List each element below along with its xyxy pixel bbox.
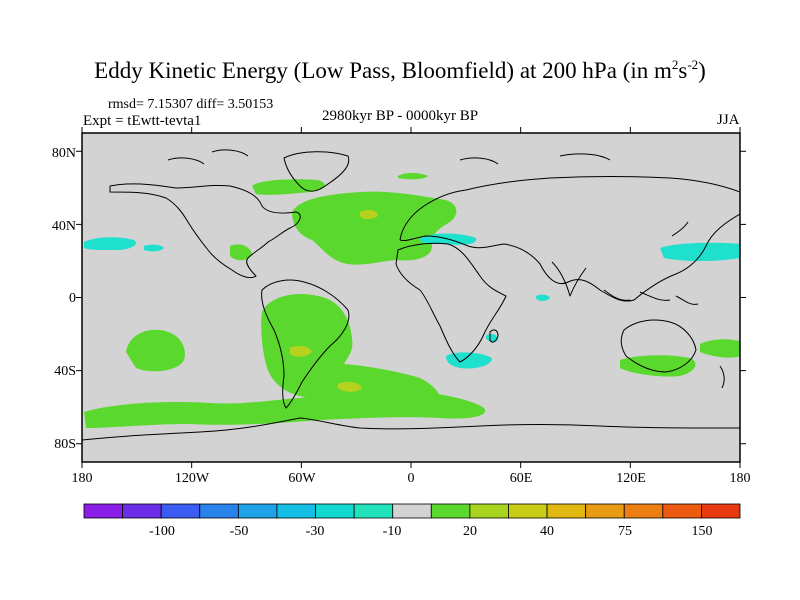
colorbar-box-2 <box>160 503 201 519</box>
anomaly-negative-south-africa <box>446 352 492 369</box>
rmsd-diff-stats: rmsd= 7.15307 diff= 3.50153 <box>108 97 274 112</box>
anomaly-region-tasman <box>700 339 740 358</box>
lat-label-80n: 80N <box>52 146 76 161</box>
lat-label-eq: 0 <box>69 291 76 306</box>
anomaly-negative-pacific <box>84 237 136 250</box>
plot-title: Eddy Kinetic Energy (Low Pass, Bloomfiel… <box>94 57 706 83</box>
anomaly-max-patch-3 <box>360 209 378 219</box>
latitude-labels: 80N 40N 0 40S 80S <box>52 146 76 452</box>
coast-japan <box>671 221 689 237</box>
lon-label-180w: 180 <box>72 471 93 486</box>
coast-south-america <box>261 279 350 409</box>
coast-india <box>551 261 587 297</box>
colorbar-box-9 <box>430 503 471 519</box>
anomaly-negative-pacific-small <box>144 244 164 252</box>
colorbar-labels: -100 -50 -30 -10 20 40 75 150 <box>149 524 712 539</box>
experiment-label: Expt = tEwtt-tevta1 <box>83 113 202 129</box>
anomaly-region-north-atlantic <box>292 191 457 265</box>
lon-label-60w: 60W <box>288 471 316 486</box>
colorbar-box-0 <box>83 503 123 519</box>
coastlines <box>82 149 740 441</box>
lat-label-40n: 40N <box>52 219 76 234</box>
anomaly-region-south-pacific-patch <box>126 329 185 372</box>
anomaly-negative-arabian-sea <box>536 294 550 301</box>
colorbar-box-10 <box>469 503 509 519</box>
lon-label-0: 0 <box>408 471 415 486</box>
lat-label-80s: 80S <box>54 437 76 452</box>
colorbar-box-1 <box>122 503 162 519</box>
anomaly-max-patch-1 <box>290 345 312 357</box>
colorbar-box-12 <box>546 503 587 519</box>
coast-arctic-islands <box>167 149 611 165</box>
anomaly-max-patch-2 <box>338 381 362 392</box>
longitude-labels: 180 120W 60W 0 60E 120E 180 <box>72 471 751 486</box>
anomaly-region-south-america <box>261 293 441 415</box>
season-label: JJA <box>717 112 740 128</box>
colorbar-label-20: 20 <box>463 524 477 539</box>
lon-label-180e: 180 <box>730 471 751 486</box>
lon-label-60e: 60E <box>510 471 533 486</box>
colorbar-box-8 <box>392 503 432 519</box>
colorbar <box>83 503 741 519</box>
colorbar-box-4 <box>237 503 278 519</box>
coast-new-zealand <box>719 365 725 389</box>
coast-africa <box>395 242 507 363</box>
coast-southeast-asia <box>603 289 699 305</box>
anomaly-negative-asia <box>660 242 740 261</box>
lon-label-120e: 120E <box>616 471 646 486</box>
colorbar-label-minus100: -100 <box>149 524 175 539</box>
anomaly-region-australia <box>620 355 696 377</box>
colorbar-label-minus10: -10 <box>383 524 402 539</box>
colorbar-box-11 <box>508 503 548 519</box>
colorbar-box-14 <box>623 503 664 519</box>
colorbar-box-6 <box>315 503 355 519</box>
colorbar-box-3 <box>199 503 239 519</box>
colorbar-box-13 <box>585 503 625 519</box>
anomaly-negative-madagascar <box>486 333 498 343</box>
axis-ticks <box>76 127 746 468</box>
coast-australia <box>620 319 697 373</box>
anomaly-region-central-america <box>230 244 252 261</box>
colorbar-label-minus30: -30 <box>306 524 325 539</box>
colorbar-box-16 <box>701 503 741 519</box>
coast-greenland <box>283 151 350 192</box>
period-label: 2980kyr BP - 0000kyr BP <box>322 108 479 124</box>
coast-antarctica <box>82 417 740 441</box>
colorbar-box-7 <box>353 503 394 519</box>
lon-label-120w: 120W <box>175 471 210 486</box>
coast-eurasia <box>399 176 740 302</box>
colorbar-box-15 <box>662 503 702 519</box>
colorbar-box-5 <box>276 503 316 519</box>
colorbar-label-75: 75 <box>618 524 632 539</box>
anomaly-field <box>84 173 740 428</box>
colorbar-label-150: 150 <box>692 524 713 539</box>
lat-label-40s: 40S <box>54 364 76 379</box>
anomaly-region-arctic-patch <box>398 173 428 180</box>
coast-madagascar <box>489 329 499 343</box>
coast-north-america <box>109 183 301 279</box>
colorbar-label-minus50: -50 <box>230 524 249 539</box>
colorbar-label-40: 40 <box>540 524 554 539</box>
